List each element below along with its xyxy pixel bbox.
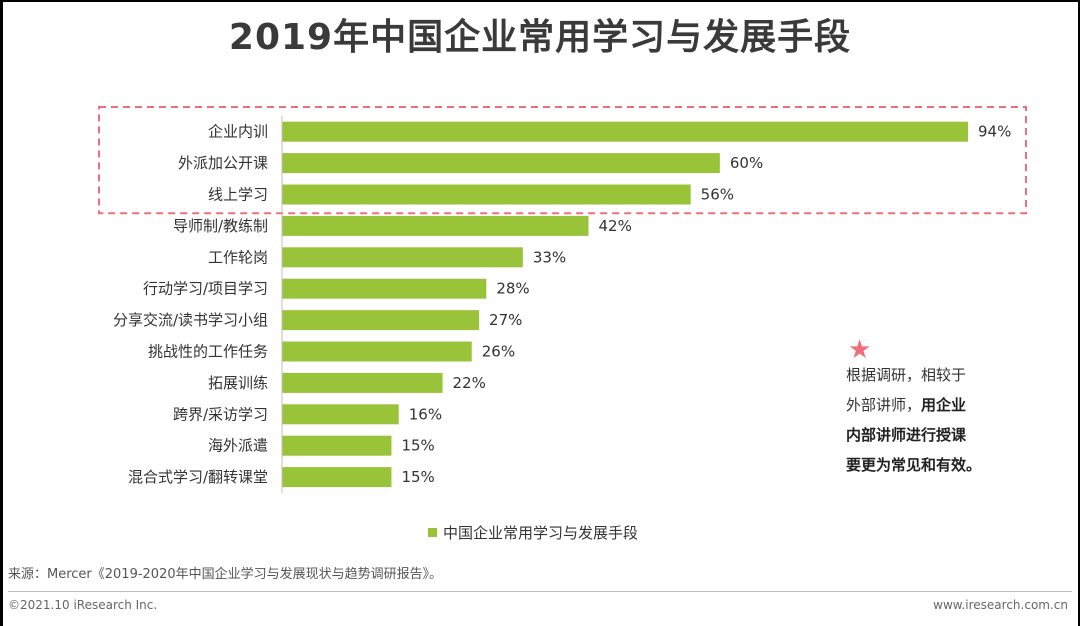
legend: 中国企业常用学习与发展手段 [428,522,638,543]
bar-6 [282,278,487,299]
note-line-1: 根据调研，相较于 [846,366,967,384]
source-text: 来源：Mercer《2019-2020年中国企业学习与发展现状与趋势调研报告》。 [8,567,443,582]
frame-top-border [0,0,1080,2]
value-label-9: 22% [453,374,486,392]
bar-chart: 企业内训 94% 外派加公开课 60% 线上学习 56% 导师制/教练制 42% 工作轮岗 33%… [98,106,1027,493]
category-label-9: 拓展训练 [208,374,268,392]
value-label-5: 33% [533,248,566,266]
star-icon: ★ [848,335,872,365]
note-line-2: 外部讲师，用企业 [846,390,1016,420]
bar-3 [282,184,691,205]
category-label-11: 海外派遣 [208,437,268,455]
legend-label: 中国企业常用学习与发展手段 [443,524,639,542]
website-link[interactable]: www.iresearch.com.cn [933,598,1068,612]
footer-divider [8,591,1072,592]
note-line-3-bold: 内部讲师进行授课 [846,426,967,444]
category-label-4: 导师制/教练制 [173,217,268,235]
value-label-3: 56% [701,186,734,204]
category-label-10: 跨界/采访学习 [173,405,268,423]
bar-4 [282,215,589,236]
value-label-8: 26% [482,343,515,361]
bar-12 [282,467,392,488]
category-label-1: 企业内训 [208,123,268,141]
value-label-11: 15% [401,437,434,455]
category-label-2: 外派加公开课 [178,154,268,172]
chart-title: 2019年中国企业常用学习与发展手段 [228,17,852,58]
bar-9 [282,372,443,393]
value-label-2: 60% [730,154,763,172]
value-label-12: 15% [401,468,434,486]
value-label-4: 42% [599,217,632,235]
bar-8 [282,341,472,362]
value-label-7: 27% [489,311,522,329]
bar-5 [282,247,523,268]
value-label-10: 16% [409,405,442,423]
category-label-8: 挑战性的工作任务 [148,343,268,361]
category-label-6: 行动学习/项目学习 [143,280,268,298]
category-label-12: 混合式学习/翻转课堂 [128,468,268,486]
note-line-3: 内部讲师进行授课 [846,420,1016,450]
category-label-3: 线上学习 [208,186,268,204]
frame-right-border [1078,0,1080,626]
bar-11 [282,435,392,456]
note-line-4: 要更为常见和有效。 [846,450,1016,480]
annotation-note: 根据调研，相较于 外部讲师，用企业 内部讲师进行授课 要更为常见和有效。 [846,360,1016,480]
value-label-1: 94% [978,123,1011,141]
legend-swatch [428,528,437,537]
frame-left-border [0,0,3,626]
bar-10 [282,404,399,425]
copyright: ©2021.10 iResearch Inc. [8,598,158,612]
bar-2 [282,153,720,174]
category-label-7: 分享交流/读书学习小组 [113,311,268,329]
value-label-6: 28% [496,280,529,298]
note-line-2-normal: 外部讲师， [846,396,922,414]
bar-7 [282,310,480,331]
bar-1 [282,121,968,142]
note-line-2-bold: 用企业 [921,396,967,414]
note-line-4-bold: 要更为常见和有效。 [846,456,982,474]
category-label-5: 工作轮岗 [208,248,268,266]
